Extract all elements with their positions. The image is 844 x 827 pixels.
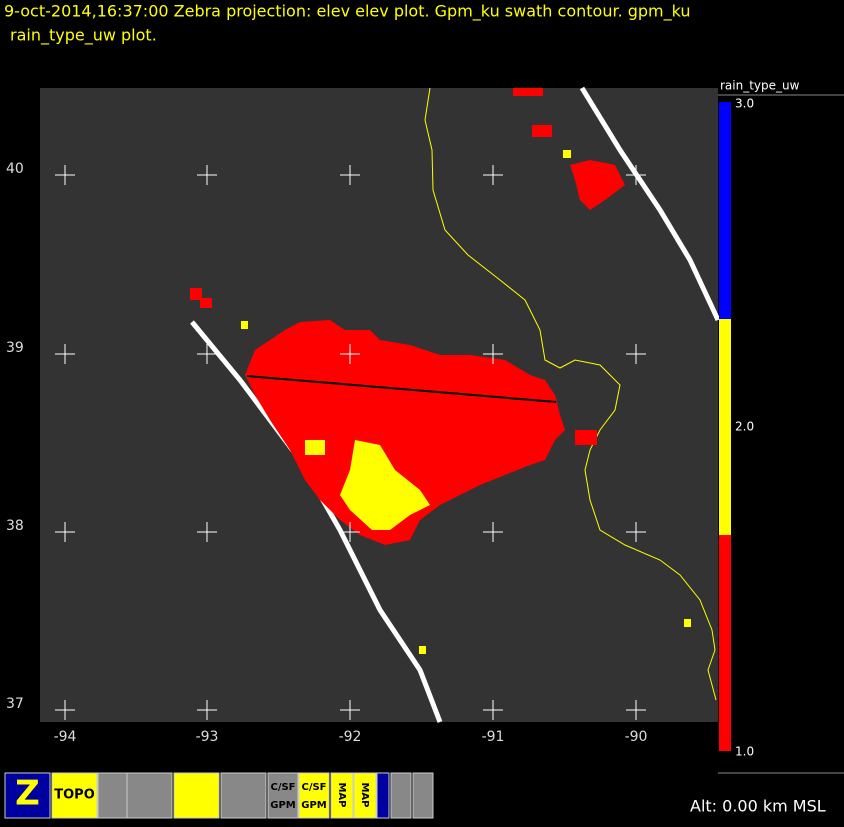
rain-pixel <box>241 321 248 329</box>
swath-edge <box>579 86 721 322</box>
toolbar-label[interactable]: MAP <box>359 782 370 807</box>
toolbar-button[interactable]: MAP <box>353 772 377 819</box>
swath-edge <box>190 320 443 723</box>
rain-convective <box>340 440 430 530</box>
lon-label: -90 <box>625 729 648 745</box>
rain-pixel <box>563 150 571 158</box>
toolbar-icon[interactable] <box>353 772 377 819</box>
toolbar-icon[interactable] <box>220 772 267 819</box>
lat-label: 38 <box>6 518 24 534</box>
colorbar-label: 1.0 <box>735 745 754 759</box>
altitude-label: Alt: 0.00 km MSL <box>690 797 826 816</box>
toolbar-label[interactable]: GPM <box>301 800 327 811</box>
toolbar-button[interactable]: C/SF GPM <box>267 772 299 819</box>
toolbar-icon[interactable] <box>298 772 330 819</box>
toolbar-icon[interactable] <box>376 772 390 819</box>
toolbar-icon[interactable] <box>4 772 51 819</box>
toolbar-label[interactable]: TOPO <box>54 788 95 803</box>
toolbar-button[interactable] <box>412 772 434 819</box>
colorbar: rain_type_uw 3.0 2.0 1.0 <box>718 79 844 774</box>
cross-section-line <box>246 375 557 403</box>
rain-pixel <box>513 88 543 96</box>
colorbar-segment <box>719 102 731 319</box>
colorbar-segment <box>719 319 731 535</box>
toolbar-button[interactable] <box>390 772 412 819</box>
rain-pixel <box>305 440 325 455</box>
rain-pixel <box>575 430 597 445</box>
lon-label: -91 <box>482 729 505 745</box>
colorbar-label: 2.0 <box>735 420 754 434</box>
toolbar-button[interactable]: MAP <box>330 772 354 819</box>
lon-label: -93 <box>196 729 219 745</box>
colorbar-segment <box>719 535 731 751</box>
toolbar-icon[interactable] <box>412 772 434 819</box>
state-boundary <box>424 87 717 701</box>
toolbar-icon[interactable] <box>51 772 98 819</box>
colorbar-label: 3.0 <box>735 97 754 111</box>
toolbar-label[interactable]: MAP <box>336 782 347 807</box>
toolbar-button[interactable]: C/SF GPM <box>298 772 330 819</box>
toolbar-icon[interactable] <box>267 772 299 819</box>
header-line: 9-oct-2014,16:37:00 Zebra projection: el… <box>4 2 691 22</box>
toolbar-label[interactable]: C/SF <box>301 782 326 793</box>
toolbar-button[interactable] <box>126 772 173 819</box>
toolbar-icon[interactable] <box>126 772 173 819</box>
rain-pixel <box>200 298 212 308</box>
lat-label: 39 <box>6 340 24 356</box>
toolbar-label[interactable]: Z <box>15 774 40 814</box>
toolbar-button[interactable]: TOPO <box>51 772 98 819</box>
lat-label: 37 <box>6 696 24 712</box>
plot-area <box>40 86 721 723</box>
lon-label: -94 <box>54 729 77 745</box>
lon-label: -92 <box>339 729 362 745</box>
toolbar-label[interactable]: C/SF <box>270 782 295 793</box>
toolbar-button[interactable] <box>376 772 390 819</box>
rain-pixel <box>419 646 426 654</box>
toolbar-icon[interactable] <box>390 772 412 819</box>
colorbar-title: rain_type_uw <box>720 79 800 93</box>
header-line: rain_type_uw plot. <box>10 26 157 46</box>
toolbar-label[interactable]: GPM <box>270 800 296 811</box>
toolbar-button[interactable] <box>220 772 267 819</box>
rain-stratiform <box>245 320 565 545</box>
lat-label: 40 <box>6 161 24 177</box>
toolbar-icon[interactable] <box>173 772 220 819</box>
rain-pixel <box>684 619 691 627</box>
toolbar-icon[interactable] <box>330 772 354 819</box>
rain-pixel <box>190 288 202 300</box>
rain-pixel <box>532 125 552 137</box>
toolbar-button[interactable] <box>173 772 220 819</box>
toolbar-button[interactable]: Z <box>4 772 51 819</box>
rain-stratiform <box>570 160 625 210</box>
